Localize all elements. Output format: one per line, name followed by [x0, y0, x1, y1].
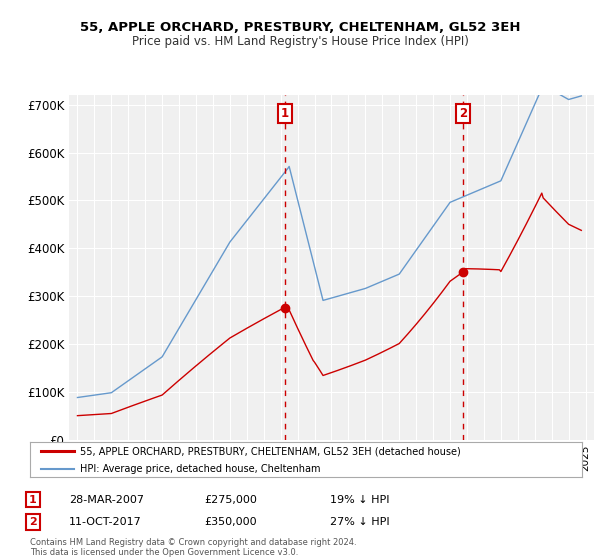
- Text: 1: 1: [29, 494, 37, 505]
- Text: 28-MAR-2007: 28-MAR-2007: [69, 494, 144, 505]
- Text: 2: 2: [459, 108, 467, 120]
- Text: HPI: Average price, detached house, Cheltenham: HPI: Average price, detached house, Chel…: [80, 464, 320, 474]
- Text: 19% ↓ HPI: 19% ↓ HPI: [330, 494, 389, 505]
- Text: 27% ↓ HPI: 27% ↓ HPI: [330, 517, 389, 527]
- Text: Price paid vs. HM Land Registry's House Price Index (HPI): Price paid vs. HM Land Registry's House …: [131, 35, 469, 48]
- Text: 55, APPLE ORCHARD, PRESTBURY, CHELTENHAM, GL52 3EH (detached house): 55, APPLE ORCHARD, PRESTBURY, CHELTENHAM…: [80, 446, 460, 456]
- Text: 11-OCT-2017: 11-OCT-2017: [69, 517, 142, 527]
- Text: £350,000: £350,000: [204, 517, 257, 527]
- Text: 2: 2: [29, 517, 37, 527]
- Text: Contains HM Land Registry data © Crown copyright and database right 2024.
This d: Contains HM Land Registry data © Crown c…: [30, 538, 356, 557]
- Text: 55, APPLE ORCHARD, PRESTBURY, CHELTENHAM, GL52 3EH: 55, APPLE ORCHARD, PRESTBURY, CHELTENHAM…: [80, 21, 520, 34]
- Text: £275,000: £275,000: [204, 494, 257, 505]
- Text: 1: 1: [281, 108, 289, 120]
